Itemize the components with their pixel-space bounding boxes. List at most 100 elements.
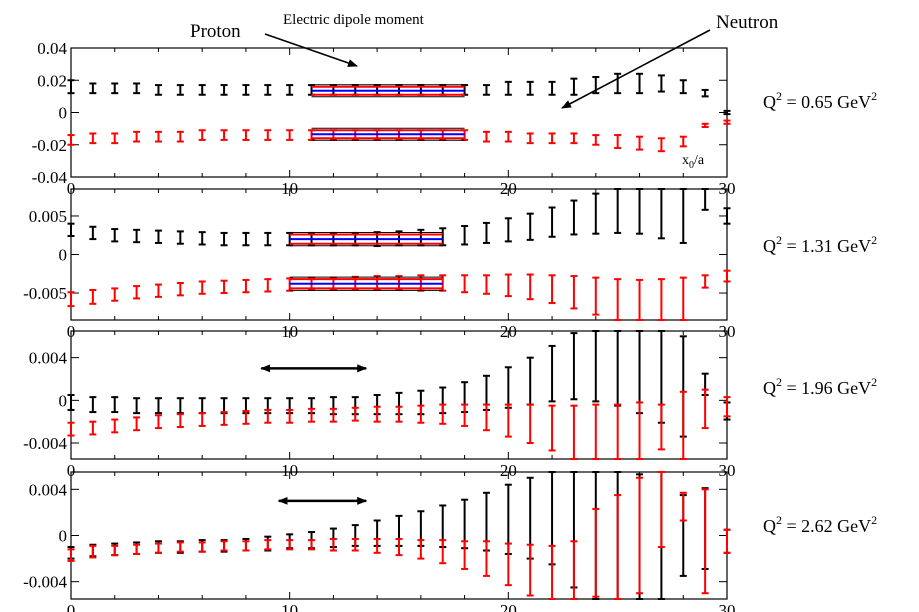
data-point xyxy=(111,228,119,243)
data-point xyxy=(482,540,490,577)
data-point xyxy=(723,396,731,418)
data-point xyxy=(89,82,97,95)
data-point xyxy=(482,84,490,96)
data-point xyxy=(133,130,141,143)
data-point xyxy=(592,76,600,95)
data-point xyxy=(242,231,250,247)
data-point xyxy=(679,390,687,460)
proton-pointer-arrow xyxy=(264,33,358,67)
data-point xyxy=(154,84,162,96)
x-axis-variable-label: x0/a xyxy=(682,153,705,171)
data-point xyxy=(548,344,556,403)
data-point xyxy=(548,544,556,600)
data-point xyxy=(329,407,337,423)
data-point xyxy=(482,274,490,295)
data-point xyxy=(220,540,228,552)
data-point xyxy=(701,88,709,98)
data-point xyxy=(592,276,600,316)
data-point xyxy=(570,199,578,236)
data-point xyxy=(461,274,469,294)
data-point xyxy=(657,403,665,451)
data-point xyxy=(154,130,162,143)
data-point xyxy=(701,488,709,595)
data-point xyxy=(504,542,512,587)
data-point xyxy=(657,74,665,93)
y-tick-label: -0.004 xyxy=(23,573,67,592)
data-point xyxy=(482,130,490,143)
data-point xyxy=(548,404,556,452)
data-point xyxy=(614,330,622,407)
data-point xyxy=(133,397,141,415)
data-point xyxy=(701,188,709,211)
data-point xyxy=(67,222,75,238)
data-point xyxy=(111,396,119,414)
data-point xyxy=(570,132,578,145)
plot-frame xyxy=(70,188,728,321)
data-point xyxy=(111,544,119,557)
data-point xyxy=(176,230,184,245)
data-point xyxy=(264,408,272,424)
data-point xyxy=(657,188,665,240)
data-point xyxy=(526,356,534,406)
proton-series xyxy=(67,471,731,600)
data-point xyxy=(67,394,75,411)
data-point xyxy=(723,528,731,554)
data-point xyxy=(548,132,556,145)
data-point xyxy=(286,539,294,551)
data-point xyxy=(461,540,469,570)
data-point xyxy=(526,543,534,597)
data-point xyxy=(570,540,578,600)
data-point xyxy=(482,403,490,432)
data-point xyxy=(636,330,644,415)
data-point xyxy=(67,134,75,146)
data-point xyxy=(592,192,600,235)
data-point xyxy=(242,410,250,425)
data-point xyxy=(154,229,162,244)
data-point xyxy=(67,548,75,562)
data-point xyxy=(614,278,622,321)
fit-band xyxy=(289,276,443,291)
data-point xyxy=(198,231,206,246)
proton-series xyxy=(67,269,731,321)
data-point xyxy=(308,539,316,551)
x-tick-label: 20 xyxy=(500,601,517,612)
data-point xyxy=(636,401,644,460)
data-point xyxy=(482,221,490,244)
neutron-annotation: Neutron xyxy=(716,12,779,33)
data-point xyxy=(89,396,97,414)
data-point xyxy=(657,471,665,549)
data-point xyxy=(373,537,381,554)
data-point xyxy=(220,129,228,141)
y-tick-label: 0.004 xyxy=(29,349,68,368)
data-point xyxy=(264,278,272,293)
data-point xyxy=(329,537,337,552)
data-point xyxy=(614,134,622,149)
y-tick-label: 0.005 xyxy=(29,207,67,226)
data-point xyxy=(548,80,556,96)
q-squared-label: Q2 = 0.65 GeV2 xyxy=(763,89,877,112)
data-point xyxy=(220,397,228,415)
neutron-series xyxy=(67,330,731,438)
data-point xyxy=(286,408,294,424)
data-point xyxy=(526,80,534,96)
data-point xyxy=(657,278,665,321)
data-point xyxy=(242,278,250,294)
data-point xyxy=(67,291,75,308)
data-point xyxy=(133,285,141,300)
x-tick-label: 10 xyxy=(281,461,298,480)
data-point xyxy=(636,135,644,151)
data-point xyxy=(198,84,206,96)
data-point xyxy=(548,274,556,305)
data-point xyxy=(373,405,381,423)
y-tick-label: -0.02 xyxy=(32,136,67,155)
data-point xyxy=(723,119,731,125)
data-point xyxy=(176,413,184,428)
x-tick-label: 20 xyxy=(500,461,517,480)
neutron-series xyxy=(67,471,731,600)
data-point xyxy=(526,212,534,241)
data-point xyxy=(220,411,228,426)
y-tick-label: 0 xyxy=(59,391,68,410)
